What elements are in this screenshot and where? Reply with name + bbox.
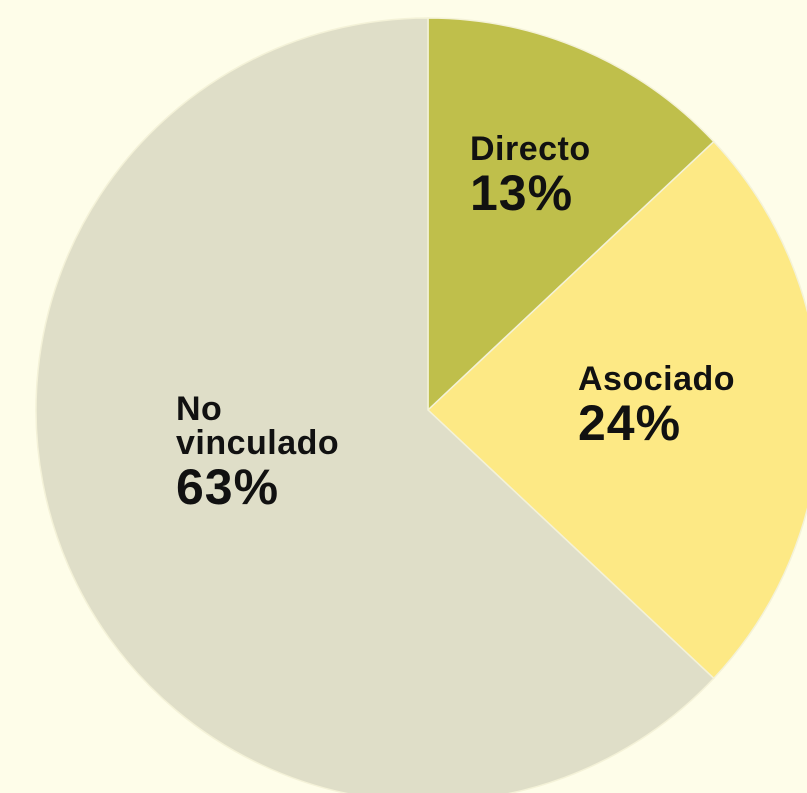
pie-slice: [426, 140, 807, 680]
category-label: Directo: [470, 130, 591, 168]
pie-slice: [35, 17, 715, 793]
category-label: Asociado: [578, 360, 736, 398]
slice-label: Directo 13%: [470, 132, 670, 218]
category-label: No vinculado: [176, 390, 340, 462]
slice-label: No vinculado 63%: [176, 392, 376, 512]
value-label: 24%: [578, 395, 682, 451]
value-label: 63%: [176, 459, 280, 515]
value-label: 13%: [470, 165, 574, 221]
pie-slice: [427, 17, 715, 412]
slice-label: Asociado 24%: [578, 362, 798, 448]
